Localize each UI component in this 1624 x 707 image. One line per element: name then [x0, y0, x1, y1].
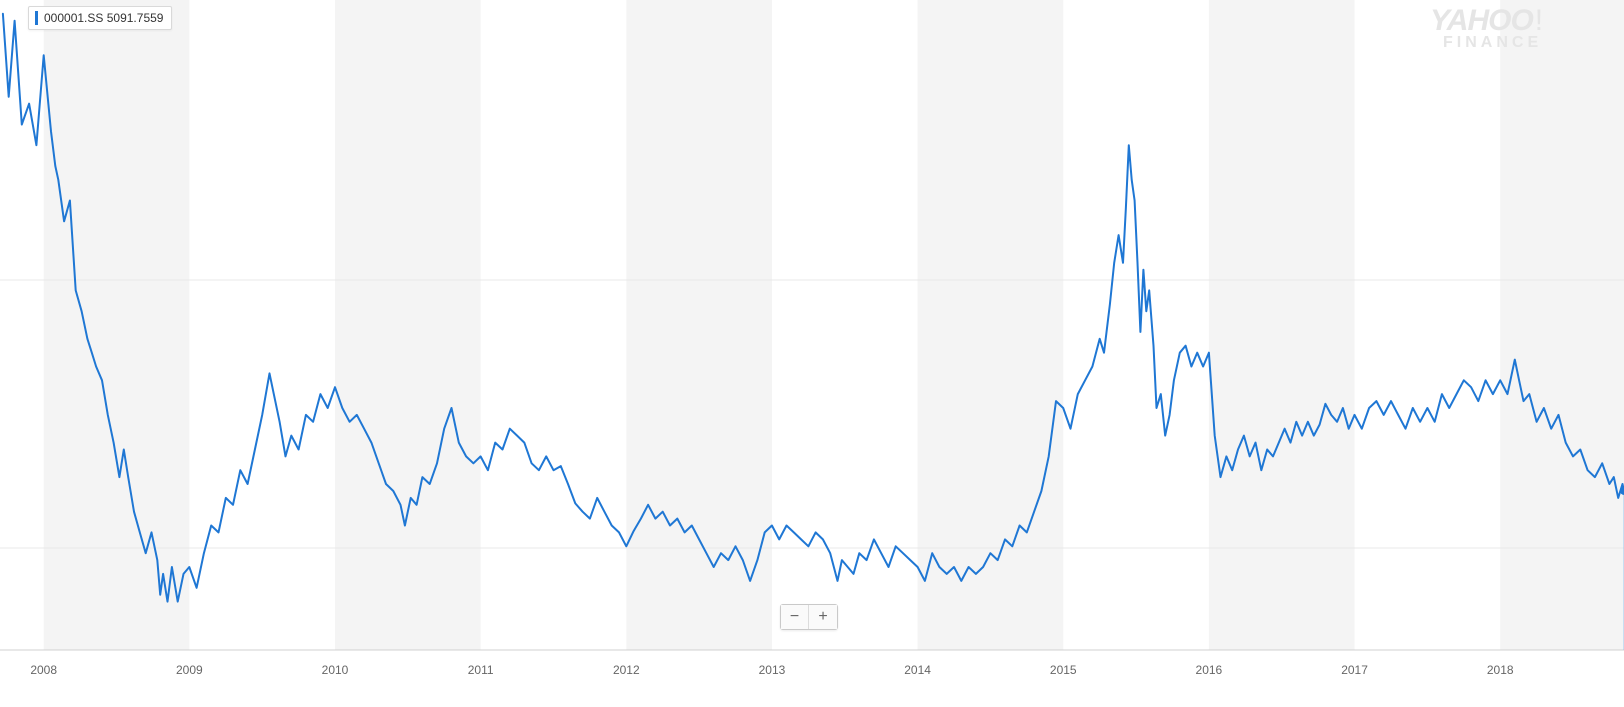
price-chart[interactable]: 2008 2009 2010 2011 2012 2013 2014 2015 2016 2017…: [0, 0, 1624, 707]
x-tick-label: 2008: [30, 663, 57, 677]
x-tick-label: 2014: [904, 663, 931, 677]
year-band: [626, 0, 772, 650]
zoom-in-button[interactable]: +: [809, 605, 837, 629]
x-tick-label: 2015: [1050, 663, 1077, 677]
year-band: [1500, 0, 1624, 650]
year-band: [335, 0, 481, 650]
x-tick-label: 2011: [468, 663, 494, 677]
x-tick-label: 2018: [1487, 663, 1514, 677]
chart-container: 2008 2009 2010 2011 2012 2013 2014 2015 2016 2017…: [0, 0, 1624, 707]
zoom-control: − +: [780, 604, 838, 630]
legend-value: 5091.7559: [107, 11, 164, 25]
zoom-out-button[interactable]: −: [781, 605, 809, 629]
x-tick-label: 2012: [613, 663, 640, 677]
legend-swatch: [35, 11, 38, 25]
legend-chip[interactable]: 000001.SS 5091.7559: [28, 6, 172, 30]
x-tick-label: 2010: [322, 663, 349, 677]
legend-symbol: 000001.SS: [44, 11, 103, 25]
year-band: [44, 0, 190, 650]
x-tick-label: 2013: [759, 663, 786, 677]
price-line: [3, 14, 1624, 602]
x-tick-label: 2009: [176, 663, 203, 677]
x-tick-label: 2016: [1196, 663, 1223, 677]
year-band: [1209, 0, 1355, 650]
x-tick-label: 2017: [1341, 663, 1368, 677]
